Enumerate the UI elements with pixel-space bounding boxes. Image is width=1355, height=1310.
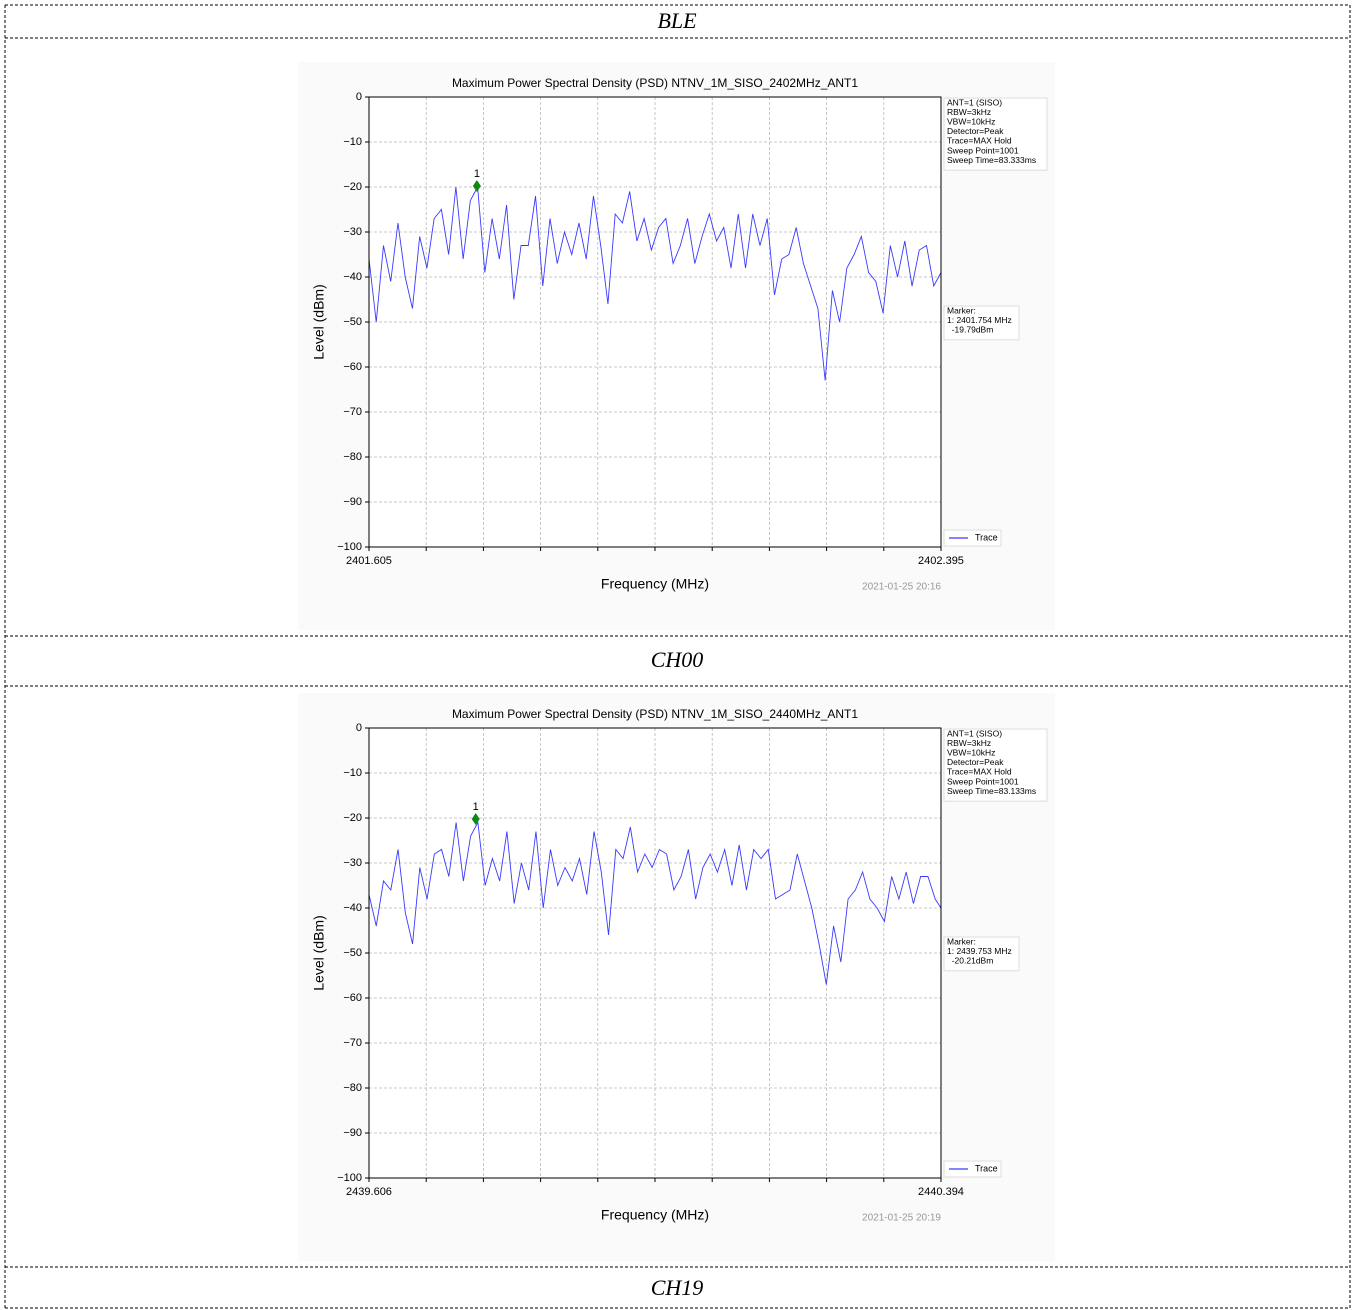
settings-line: VBW=10kHz [947, 116, 995, 126]
y-tick-label: −20 [343, 812, 362, 824]
y-tick-label: −50 [343, 316, 362, 328]
marker-label: 1 [473, 801, 479, 813]
y-tick-label: −50 [343, 947, 362, 959]
settings-box [943, 728, 1048, 802]
y-tick-label: −20 [343, 181, 362, 193]
settings-line: Detector=Peak [947, 757, 1004, 767]
marker-line: 1: 2401.754 MHz [947, 315, 1012, 325]
settings-line: ANT=1 (SISO) [947, 97, 1002, 107]
y-tick-label: −10 [343, 136, 362, 148]
settings-line: RBW=3kHz [947, 738, 991, 748]
trace-line [368, 821, 942, 985]
marker-point [471, 812, 480, 825]
y-tick-label: −30 [343, 857, 362, 869]
section-heading: CH00 [651, 647, 704, 672]
y-tick-label: 0 [356, 91, 362, 103]
marker-line: Marker: [947, 936, 976, 946]
x-tick-label: 2401.605 [346, 555, 392, 567]
section-heading: BLE [657, 8, 697, 33]
x-tick-label: 2402.395 [918, 555, 964, 567]
legend-label: Trace [975, 1163, 998, 1173]
trace-line [368, 185, 942, 381]
y-tick-label: −80 [343, 451, 362, 463]
marker-line: -19.79dBm [947, 324, 993, 334]
legend-box [943, 529, 1002, 547]
y-tick-label: −40 [343, 902, 362, 914]
y-tick-label: −70 [343, 406, 362, 418]
section-heading: CH19 [651, 1275, 704, 1300]
settings-line: Sweep Point=1001 [947, 145, 1019, 155]
settings-line: ANT=1 (SISO) [947, 728, 1002, 738]
marker-line: Marker: [947, 305, 976, 315]
settings-line: Trace=MAX Hold [947, 767, 1012, 777]
legend-box [943, 1160, 1002, 1178]
y-tick-label: −80 [343, 1082, 362, 1094]
timestamp: 2021-01-25 20:16 [862, 582, 941, 593]
marker-box [943, 936, 1020, 972]
y-tick-label: −60 [343, 992, 362, 1004]
y-tick-label: −10 [343, 767, 362, 779]
y-tick-label: 0 [356, 722, 362, 734]
marker-line: 1: 2439.753 MHz [947, 946, 1012, 956]
y-tick-label: −90 [343, 1127, 362, 1139]
settings-line: Detector=Peak [947, 126, 1004, 136]
x-tick-label: 2439.606 [346, 1186, 392, 1198]
y-tick-label: −70 [343, 1037, 362, 1049]
marker-box [943, 305, 1020, 341]
marker-line: -20.21dBm [947, 955, 993, 965]
y-tick-label: −30 [343, 226, 362, 238]
legend-label: Trace [975, 532, 998, 542]
x-tick-label: 2440.394 [918, 1186, 964, 1198]
y-axis-label: Level (dBm) [311, 915, 327, 990]
y-tick-label: −40 [343, 271, 362, 283]
settings-box [943, 97, 1048, 171]
settings-line: Sweep Time=83.133ms [947, 786, 1036, 796]
settings-line: Trace=MAX Hold [947, 136, 1012, 146]
settings-line: Sweep Point=1001 [947, 776, 1019, 786]
marker-label: 1 [474, 168, 480, 180]
chart-title: Maximum Power Spectral Density (PSD) NTN… [452, 76, 858, 90]
x-axis-label: Frequency (MHz) [601, 576, 709, 592]
settings-line: RBW=3kHz [947, 107, 991, 117]
settings-line: VBW=10kHz [947, 747, 995, 757]
y-axis-label: Level (dBm) [311, 284, 327, 359]
settings-line: Sweep Time=83.333ms [947, 155, 1036, 165]
y-tick-label: −60 [343, 361, 362, 373]
y-tick-label: −90 [343, 496, 362, 508]
y-tick-label: −100 [337, 1172, 362, 1184]
timestamp: 2021-01-25 20:19 [862, 1213, 941, 1224]
plot-frame [368, 96, 942, 548]
x-axis-label: Frequency (MHz) [601, 1207, 709, 1223]
chart-title: Maximum Power Spectral Density (PSD) NTN… [452, 707, 858, 721]
marker-point [472, 180, 481, 193]
plot-frame [368, 727, 942, 1179]
y-tick-label: −100 [337, 541, 362, 553]
